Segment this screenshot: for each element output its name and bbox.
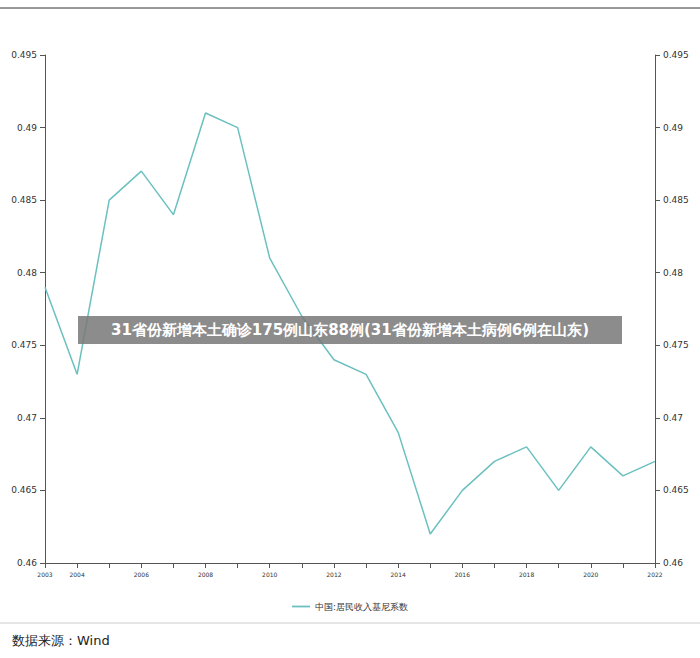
svg-text:0.48: 0.48 bbox=[17, 268, 37, 278]
svg-text:2022: 2022 bbox=[647, 571, 662, 578]
svg-text:0.47: 0.47 bbox=[663, 413, 683, 423]
svg-text:0.49: 0.49 bbox=[663, 123, 683, 133]
svg-text:2006: 2006 bbox=[134, 571, 149, 578]
svg-text:0.49: 0.49 bbox=[17, 123, 37, 133]
svg-text:0.485: 0.485 bbox=[11, 195, 37, 205]
svg-text:0.495: 0.495 bbox=[11, 50, 37, 60]
svg-text:2016: 2016 bbox=[455, 571, 470, 578]
svg-text:2020: 2020 bbox=[583, 571, 598, 578]
svg-text:0.46: 0.46 bbox=[17, 558, 37, 568]
svg-text:2010: 2010 bbox=[262, 571, 277, 578]
svg-text:0.46: 0.46 bbox=[663, 558, 683, 568]
svg-text:2003: 2003 bbox=[37, 571, 52, 578]
svg-text:0.48: 0.48 bbox=[663, 268, 683, 278]
svg-text:2018: 2018 bbox=[519, 571, 534, 578]
svg-text:0.475: 0.475 bbox=[663, 340, 689, 350]
svg-text:2014: 2014 bbox=[391, 571, 406, 578]
svg-text:2012: 2012 bbox=[326, 571, 341, 578]
svg-text:0.495: 0.495 bbox=[663, 50, 689, 60]
svg-text:数据来源：Wind: 数据来源：Wind bbox=[12, 633, 110, 648]
svg-text:2008: 2008 bbox=[198, 571, 213, 578]
svg-text:31省份新增本土确诊175例山东88例(31省份新增本土病例: 31省份新增本土确诊175例山东88例(31省份新增本土病例6例在山东) bbox=[111, 321, 589, 339]
svg-text:0.475: 0.475 bbox=[11, 340, 37, 350]
svg-text:0.47: 0.47 bbox=[17, 413, 37, 423]
svg-text:0.465: 0.465 bbox=[663, 485, 689, 495]
svg-text:0.485: 0.485 bbox=[663, 195, 689, 205]
svg-text:0.465: 0.465 bbox=[11, 485, 37, 495]
svg-text:中国:居民收入基尼系数: 中国:居民收入基尼系数 bbox=[315, 602, 408, 612]
svg-text:2004: 2004 bbox=[69, 571, 84, 578]
